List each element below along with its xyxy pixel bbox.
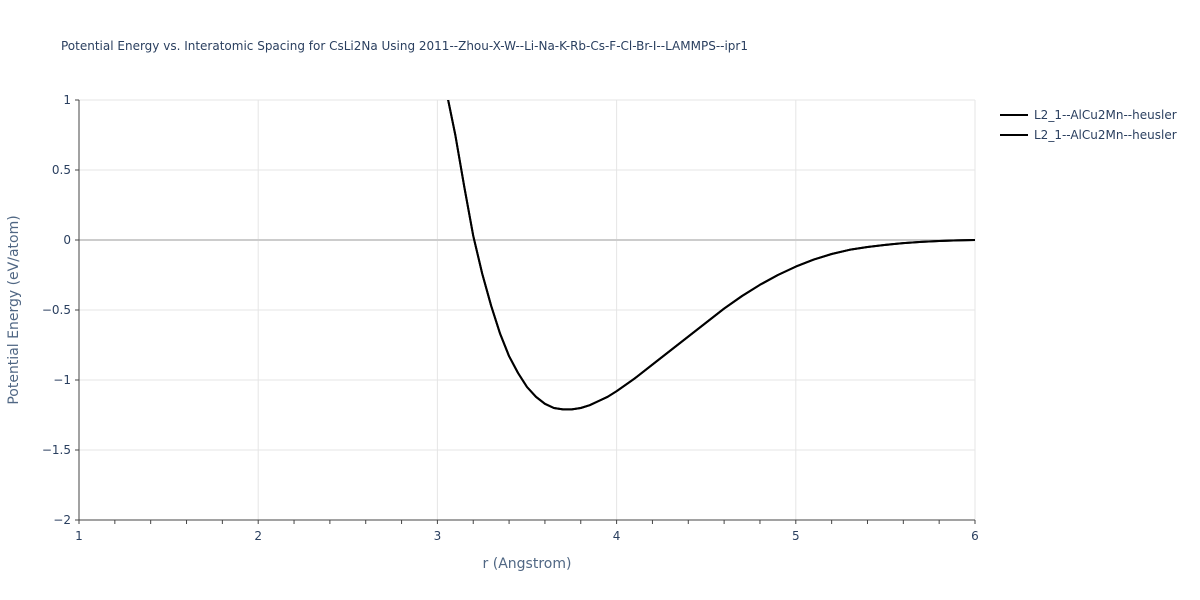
x-tick-label: 2: [254, 529, 262, 543]
legend-item-2[interactable]: L2_1--AlCu2Mn--heusler: [1000, 128, 1177, 142]
series-line-1: [447, 100, 975, 411]
chart-title: Potential Energy vs. Interatomic Spacing…: [61, 39, 748, 53]
series-line-2: [447, 100, 975, 411]
y-tick-label: 0.5: [52, 163, 71, 177]
x-tick-label: 6: [971, 529, 979, 543]
y-tick-label: −1.5: [42, 443, 71, 457]
y-tick-label: −1: [53, 373, 71, 387]
legend-label: L2_1--AlCu2Mn--heusler: [1034, 108, 1177, 122]
x-axis-label: r (Angstrom): [483, 556, 572, 572]
legend-item-1[interactable]: L2_1--AlCu2Mn--heusler: [1000, 108, 1177, 122]
x-tick-label: 5: [792, 529, 800, 543]
legend-label: L2_1--AlCu2Mn--heusler: [1034, 128, 1177, 142]
grid: [79, 99, 976, 520]
series-layer: [447, 100, 975, 411]
axes: [78, 100, 975, 521]
y-tick-label: 1: [63, 93, 71, 107]
x-tick-label: 4: [613, 529, 621, 543]
y-tick-label: 0: [63, 233, 71, 247]
y-axis-label: Potential Energy (eV/atom): [6, 215, 22, 404]
y-tick-label: −0.5: [42, 303, 71, 317]
tick-labels: 1 2 3 4 5 6 1 0.5 0 −0.5 −1 −1.5 −2: [42, 93, 979, 543]
legend[interactable]: L2_1--AlCu2Mn--heusler L2_1--AlCu2Mn--heu…: [1000, 108, 1177, 142]
x-tick-label: 1: [75, 529, 83, 543]
y-tick-label: −2: [53, 513, 71, 527]
x-tick-label: 3: [434, 529, 442, 543]
